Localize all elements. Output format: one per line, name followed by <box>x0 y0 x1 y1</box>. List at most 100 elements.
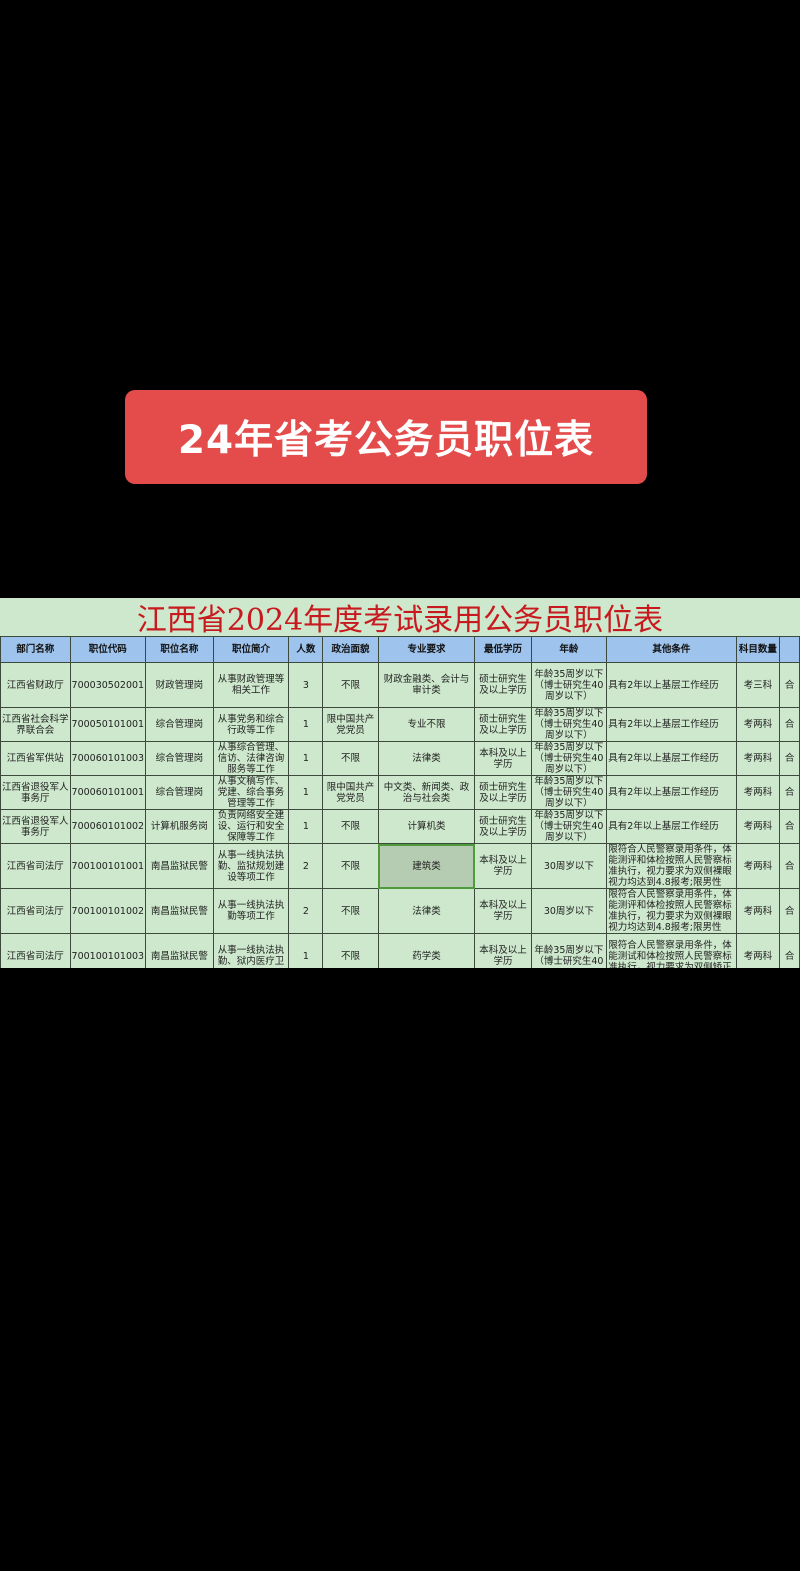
cell-major[interactable]: 药学类 <box>377 933 476 968</box>
cell-headcount[interactable]: 1 <box>288 741 324 776</box>
cell-headcount[interactable]: 1 <box>288 775 324 810</box>
cell-major[interactable]: 财政金融类、会计与审计类 <box>377 662 476 708</box>
cell-political-status[interactable]: 限中国共产党党员 <box>322 775 379 810</box>
cell-other-conditions[interactable]: 限符合人民警察录用条件，体能测评和体检按照人民警察标准执行，视力要求为双侧裸眼视… <box>606 888 737 934</box>
cell-subjects[interactable]: 考三科 <box>735 662 781 708</box>
cell-subjects[interactable]: 考两科 <box>735 933 781 968</box>
cell-age[interactable]: 年龄35周岁以下（博士研究生40周岁以下） <box>530 741 608 776</box>
header-other-conditions[interactable]: 其他条件 <box>606 636 737 663</box>
cell-political-status[interactable]: 不限 <box>322 933 379 968</box>
cell-position-name[interactable]: 南昌监狱民警 <box>145 888 214 934</box>
cell-age[interactable]: 年龄35周岁以下（博士研究生40周岁以下） <box>530 775 608 810</box>
cell-position-name[interactable]: 综合管理岗 <box>145 741 214 776</box>
cell-position-name[interactable]: 综合管理岗 <box>145 775 214 810</box>
header-age[interactable]: 年龄 <box>530 636 608 663</box>
cell-department[interactable]: 江西省退役军人事务厅 <box>0 809 71 844</box>
header-position-intro[interactable]: 职位简介 <box>212 636 290 663</box>
cell-extra[interactable]: 合 <box>779 809 800 844</box>
cell-department[interactable]: 江西省司法厅 <box>0 933 71 968</box>
cell-department[interactable]: 江西省司法厅 <box>0 888 71 934</box>
cell-major[interactable]: 专业不限 <box>377 707 476 742</box>
cell-education[interactable]: 本科及以上学历 <box>474 888 532 934</box>
cell-position-code[interactable]: 700100101003 <box>69 933 147 968</box>
cell-age[interactable]: 年龄35周岁以下（博士研究生40周岁以下） <box>530 662 608 708</box>
cell-age[interactable]: 30周岁以下 <box>530 843 608 889</box>
cell-position-code[interactable]: 700060101001 <box>69 775 147 810</box>
cell-age[interactable]: 年龄35周岁以下（博士研究生40 <box>530 933 608 968</box>
cell-extra[interactable]: 合 <box>779 775 800 810</box>
cell-subjects[interactable]: 考两科 <box>735 741 781 776</box>
cell-subjects[interactable]: 考两科 <box>735 809 781 844</box>
cell-position-name[interactable]: 计算机服务岗 <box>145 809 214 844</box>
cell-age[interactable]: 年龄35周岁以下（博士研究生40周岁以下） <box>530 707 608 742</box>
cell-position-name[interactable]: 财政管理岗 <box>145 662 214 708</box>
cell-headcount[interactable]: 3 <box>288 662 324 708</box>
cell-subjects[interactable]: 考两科 <box>735 888 781 934</box>
cell-other-conditions[interactable]: 具有2年以上基层工作经历 <box>606 775 737 810</box>
cell-position-intro[interactable]: 从事一线执法执勤等项工作 <box>212 888 290 934</box>
cell-education[interactable]: 硕士研究生及以上学历 <box>474 662 532 708</box>
cell-headcount[interactable]: 1 <box>288 933 324 968</box>
cell-subjects[interactable]: 考两科 <box>735 707 781 742</box>
cell-position-intro[interactable]: 负责网络安全建设、运行和安全保障等工作 <box>212 809 290 844</box>
cell-major[interactable]: 中文类、新闻类、政治与社会类 <box>377 775 476 810</box>
cell-extra[interactable]: 合 <box>779 662 800 708</box>
cell-department[interactable]: 江西省军供站 <box>0 741 71 776</box>
header-department[interactable]: 部门名称 <box>0 636 71 663</box>
cell-headcount[interactable]: 2 <box>288 843 324 889</box>
cell-department[interactable]: 江西省财政厅 <box>0 662 71 708</box>
cell-major[interactable]: 建筑类 <box>377 843 476 889</box>
cell-headcount[interactable]: 2 <box>288 888 324 934</box>
cell-position-name[interactable]: 南昌监狱民警 <box>145 843 214 889</box>
cell-position-intro[interactable]: 从事综合管理、信访、法律咨询服务等工作 <box>212 741 290 776</box>
cell-age[interactable]: 年龄35周岁以下（博士研究生40周岁以下） <box>530 809 608 844</box>
cell-extra[interactable]: 合 <box>779 741 800 776</box>
cell-position-intro[interactable]: 从事一线执法执勤、狱内医疗卫 <box>212 933 290 968</box>
cell-other-conditions[interactable]: 限符合人民警察录用条件，体能测评和体检按照人民警察标准执行，视力要求为双侧裸眼视… <box>606 843 737 889</box>
header-political-status[interactable]: 政治面貌 <box>322 636 379 663</box>
cell-position-code[interactable]: 700060101003 <box>69 741 147 776</box>
cell-position-intro[interactable]: 从事文稿写作、党建、综合事务管理等工作 <box>212 775 290 810</box>
cell-position-code[interactable]: 700100101002 <box>69 888 147 934</box>
cell-education[interactable]: 硕士研究生及以上学历 <box>474 809 532 844</box>
cell-extra[interactable]: 合 <box>779 888 800 934</box>
cell-position-intro[interactable]: 从事财政管理等相关工作 <box>212 662 290 708</box>
cell-education[interactable]: 本科及以上学历 <box>474 843 532 889</box>
cell-headcount[interactable]: 1 <box>288 707 324 742</box>
header-position-code[interactable]: 职位代码 <box>69 636 147 663</box>
cell-department[interactable]: 江西省司法厅 <box>0 843 71 889</box>
header-position-name[interactable]: 职位名称 <box>145 636 214 663</box>
cell-headcount[interactable]: 1 <box>288 809 324 844</box>
cell-extra[interactable]: 合 <box>779 933 800 968</box>
header-subjects[interactable]: 科目数量 <box>735 636 781 663</box>
cell-education[interactable]: 本科及以上学历 <box>474 933 532 968</box>
cell-other-conditions[interactable]: 具有2年以上基层工作经历 <box>606 809 737 844</box>
cell-position-code[interactable]: 700030502001 <box>69 662 147 708</box>
cell-political-status[interactable]: 不限 <box>322 662 379 708</box>
cell-political-status[interactable]: 不限 <box>322 843 379 889</box>
header-major[interactable]: 专业要求 <box>377 636 476 663</box>
cell-department[interactable]: 江西省社会科学界联合会 <box>0 707 71 742</box>
cell-political-status[interactable]: 不限 <box>322 741 379 776</box>
cell-position-name[interactable]: 南昌监狱民警 <box>145 933 214 968</box>
cell-department[interactable]: 江西省退役军人事务厅 <box>0 775 71 810</box>
cell-position-code[interactable]: 700100101001 <box>69 843 147 889</box>
header-extra[interactable] <box>779 636 800 663</box>
cell-position-code[interactable]: 700060101002 <box>69 809 147 844</box>
cell-subjects[interactable]: 考两科 <box>735 775 781 810</box>
cell-other-conditions[interactable]: 限符合人民警察录用条件，体能测试和体检按照人民警察标准执行，视力要求为双侧矫正 <box>606 933 737 968</box>
cell-age[interactable]: 30周岁以下 <box>530 888 608 934</box>
cell-extra[interactable]: 合 <box>779 843 800 889</box>
cell-extra[interactable]: 合 <box>779 707 800 742</box>
cell-position-intro[interactable]: 从事一线执法执勤、监狱规划建设等项工作 <box>212 843 290 889</box>
cell-position-code[interactable]: 700050101001 <box>69 707 147 742</box>
cell-political-status[interactable]: 不限 <box>322 809 379 844</box>
cell-major[interactable]: 法律类 <box>377 741 476 776</box>
header-headcount[interactable]: 人数 <box>288 636 324 663</box>
header-education[interactable]: 最低学历 <box>474 636 532 663</box>
cell-other-conditions[interactable]: 具有2年以上基层工作经历 <box>606 662 737 708</box>
cell-position-name[interactable]: 综合管理岗 <box>145 707 214 742</box>
cell-major[interactable]: 计算机类 <box>377 809 476 844</box>
cell-education[interactable]: 硕士研究生及以上学历 <box>474 707 532 742</box>
cell-education[interactable]: 本科及以上学历 <box>474 741 532 776</box>
